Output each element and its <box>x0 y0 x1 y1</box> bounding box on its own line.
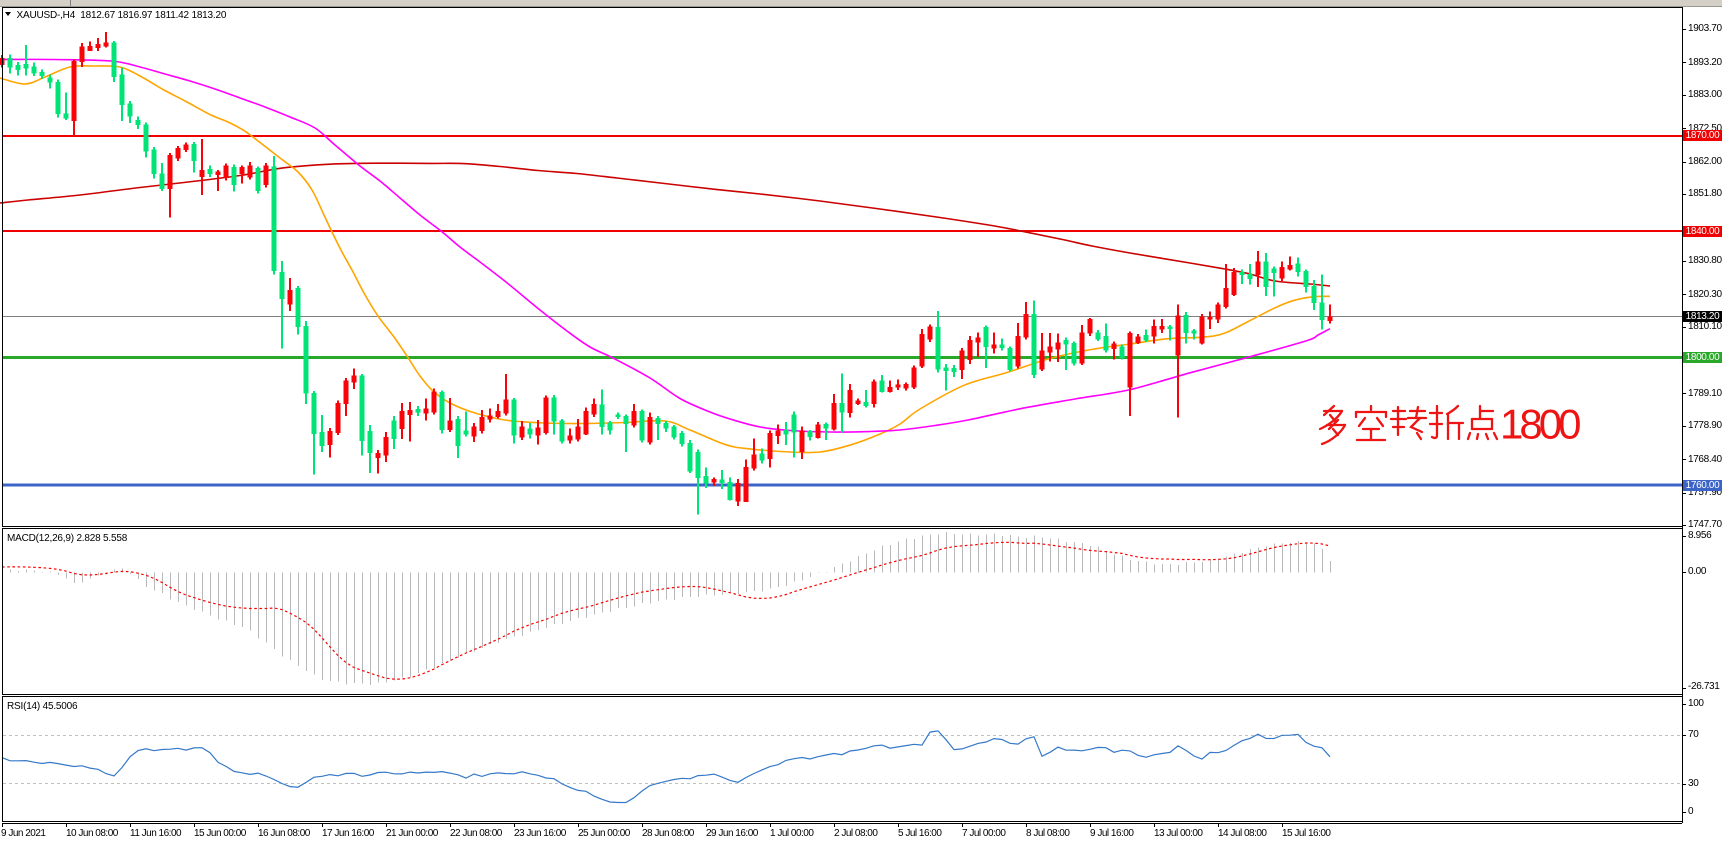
svg-text:1800: 1800 <box>1500 401 1580 448</box>
